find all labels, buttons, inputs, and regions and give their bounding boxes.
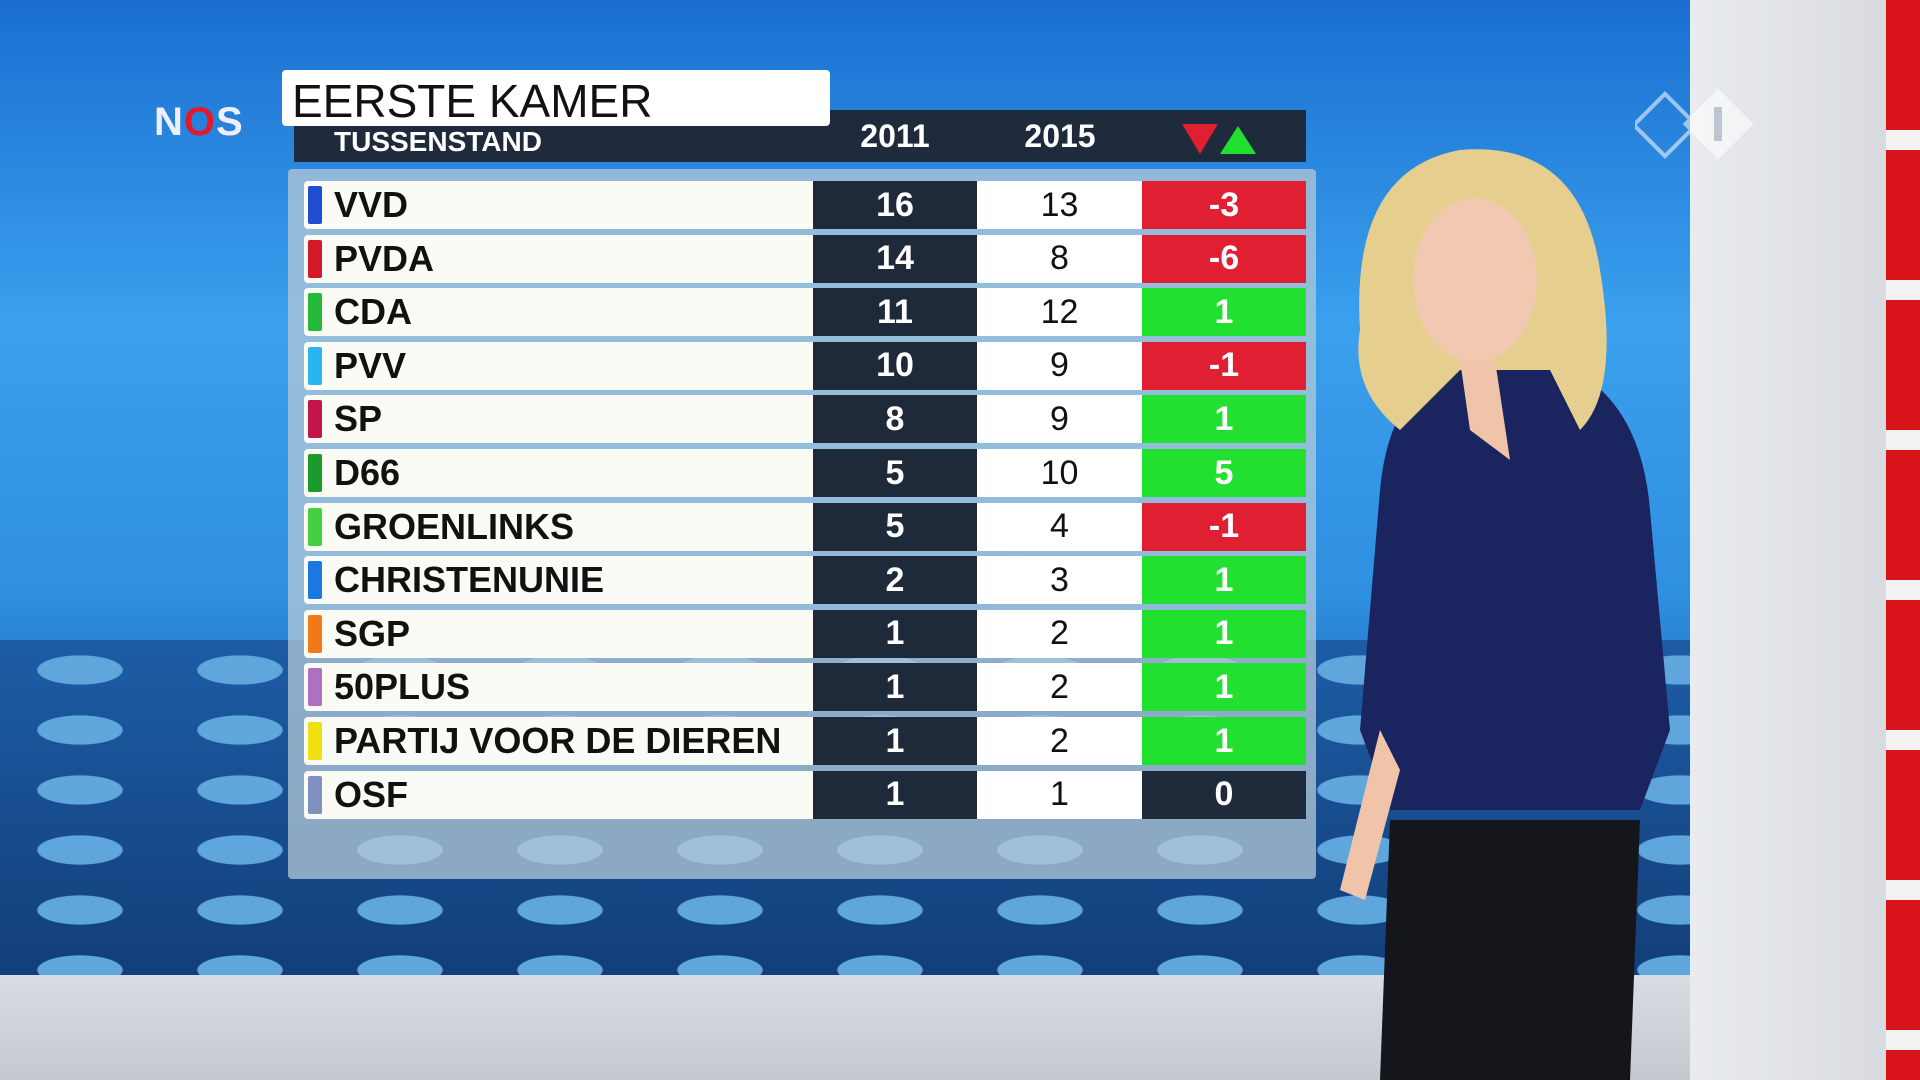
seat-change: 5 xyxy=(1142,449,1306,497)
table-row: SGP 1 2 1 xyxy=(304,609,1306,658)
party-name-cell: CDA xyxy=(304,288,813,337)
party-name-cell: 50PLUS xyxy=(304,663,813,712)
seats-2015: 2 xyxy=(977,717,1142,765)
table-row: PVDA 14 8 -6 xyxy=(304,234,1306,283)
party-name: CDA xyxy=(334,291,412,333)
party-name: SP xyxy=(334,398,383,440)
seats-2015: 2 xyxy=(977,663,1142,712)
seat-change: -1 xyxy=(1142,502,1306,551)
seats-2015: 12 xyxy=(977,288,1142,337)
party-name: PARTIJ VOOR DE DIEREN xyxy=(334,720,782,761)
party-color-swatch xyxy=(308,293,322,332)
party-name-cell: GROENLINKS xyxy=(304,502,813,551)
seats-2011: 5 xyxy=(813,449,977,497)
table-row: PARTIJ VOOR DE DIEREN 1 2 1 xyxy=(304,717,1306,765)
seat-change: -3 xyxy=(1142,181,1306,229)
party-color-swatch xyxy=(308,454,322,492)
seat-change: 1 xyxy=(1142,395,1306,444)
party-name: SGP xyxy=(334,612,411,654)
party-color-swatch xyxy=(308,722,322,760)
party-name: PVV xyxy=(334,344,407,386)
party-name-cell: CHRISTENUNIE xyxy=(304,556,813,605)
table-row: GROENLINKS 5 4 -1 xyxy=(304,502,1306,551)
seats-2011: 1 xyxy=(813,770,977,819)
seats-2011: 11 xyxy=(813,288,977,337)
party-color-swatch xyxy=(308,775,322,814)
table-row: SP 8 9 1 xyxy=(304,395,1306,444)
party-color-swatch xyxy=(308,507,322,546)
seats-2011: 10 xyxy=(813,341,977,390)
seats-2011: 2 xyxy=(813,556,977,605)
seats-2011: 16 xyxy=(813,181,977,229)
party-name: CHRISTENUNIE xyxy=(334,559,605,601)
seat-change: -1 xyxy=(1142,341,1306,390)
table-row: CHRISTENUNIE 2 3 1 xyxy=(304,556,1306,605)
npo1-logo xyxy=(1635,88,1754,160)
seats-2015: 9 xyxy=(977,341,1142,390)
seat-change: -6 xyxy=(1142,234,1306,283)
column-header-2015: 2015 xyxy=(1024,118,1096,154)
table-row: 50PLUS 1 2 1 xyxy=(304,663,1306,712)
seat-change: 0 xyxy=(1142,770,1306,819)
party-color-swatch xyxy=(308,614,322,653)
subtitle: TUSSENSTAND xyxy=(334,126,542,157)
seats-2015: 4 xyxy=(977,502,1142,551)
presenter xyxy=(1340,149,1670,1080)
party-color-swatch xyxy=(308,186,322,224)
studio-wall-right xyxy=(1690,0,1920,1080)
page-title: EERSTE KAMER xyxy=(282,70,830,127)
party-name: OSF xyxy=(334,773,409,815)
table-row: OSF 1 1 0 xyxy=(304,770,1306,819)
red-stripe-decor xyxy=(1886,0,1920,1080)
seat-change: 1 xyxy=(1142,663,1306,712)
seat-change: 1 xyxy=(1142,288,1306,337)
change-triangles-icon xyxy=(1182,124,1256,154)
party-name: PVDA xyxy=(334,237,435,279)
party-name: GROENLINKS xyxy=(334,505,575,547)
seats-2011: 8 xyxy=(813,395,977,444)
seats-2011: 14 xyxy=(813,234,977,283)
party-name-cell: VVD xyxy=(304,181,813,229)
seats-2011: 1 xyxy=(813,717,977,765)
party-color-swatch xyxy=(308,561,322,600)
seats-2011: 1 xyxy=(813,663,977,712)
party-name-cell: D66 xyxy=(304,449,813,497)
seat-change: 1 xyxy=(1142,609,1306,658)
table-row: VVD 16 13 -3 xyxy=(304,181,1306,229)
seat-change: 1 xyxy=(1142,556,1306,605)
seats-2015: 10 xyxy=(977,449,1142,497)
seats-2011: 5 xyxy=(813,502,977,551)
party-name-cell: OSF xyxy=(304,770,813,819)
party-name-cell: SGP xyxy=(304,609,813,658)
party-name: VVD xyxy=(334,184,409,225)
party-name: 50PLUS xyxy=(334,666,471,708)
table-row: CDA 11 12 1 xyxy=(304,288,1306,337)
seats-2011: 1 xyxy=(813,609,977,658)
party-color-swatch xyxy=(308,400,322,439)
party-color-swatch xyxy=(308,668,322,707)
party-name-cell: PARTIJ VOOR DE DIEREN xyxy=(304,717,813,765)
party-name-cell: SP xyxy=(304,395,813,444)
seat-change: 1 xyxy=(1142,717,1306,765)
party-color-swatch xyxy=(308,346,322,385)
column-header-2011: 2011 xyxy=(860,118,930,154)
party-name-cell: PVV xyxy=(304,341,813,390)
party-name-cell: PVDA xyxy=(304,234,813,283)
seats-2015: 3 xyxy=(977,556,1142,605)
seats-2015: 8 xyxy=(977,234,1142,283)
seats-2015: 13 xyxy=(977,181,1142,229)
seats-2015: 9 xyxy=(977,395,1142,444)
seats-2015: 2 xyxy=(977,609,1142,658)
table-row: PVV 10 9 -1 xyxy=(304,341,1306,390)
nos-logo: NOS xyxy=(154,100,244,144)
party-name: D66 xyxy=(334,452,401,493)
seats-2015: 1 xyxy=(977,770,1142,819)
party-color-swatch xyxy=(308,239,322,278)
table-row: D66 5 10 5 xyxy=(304,449,1306,497)
